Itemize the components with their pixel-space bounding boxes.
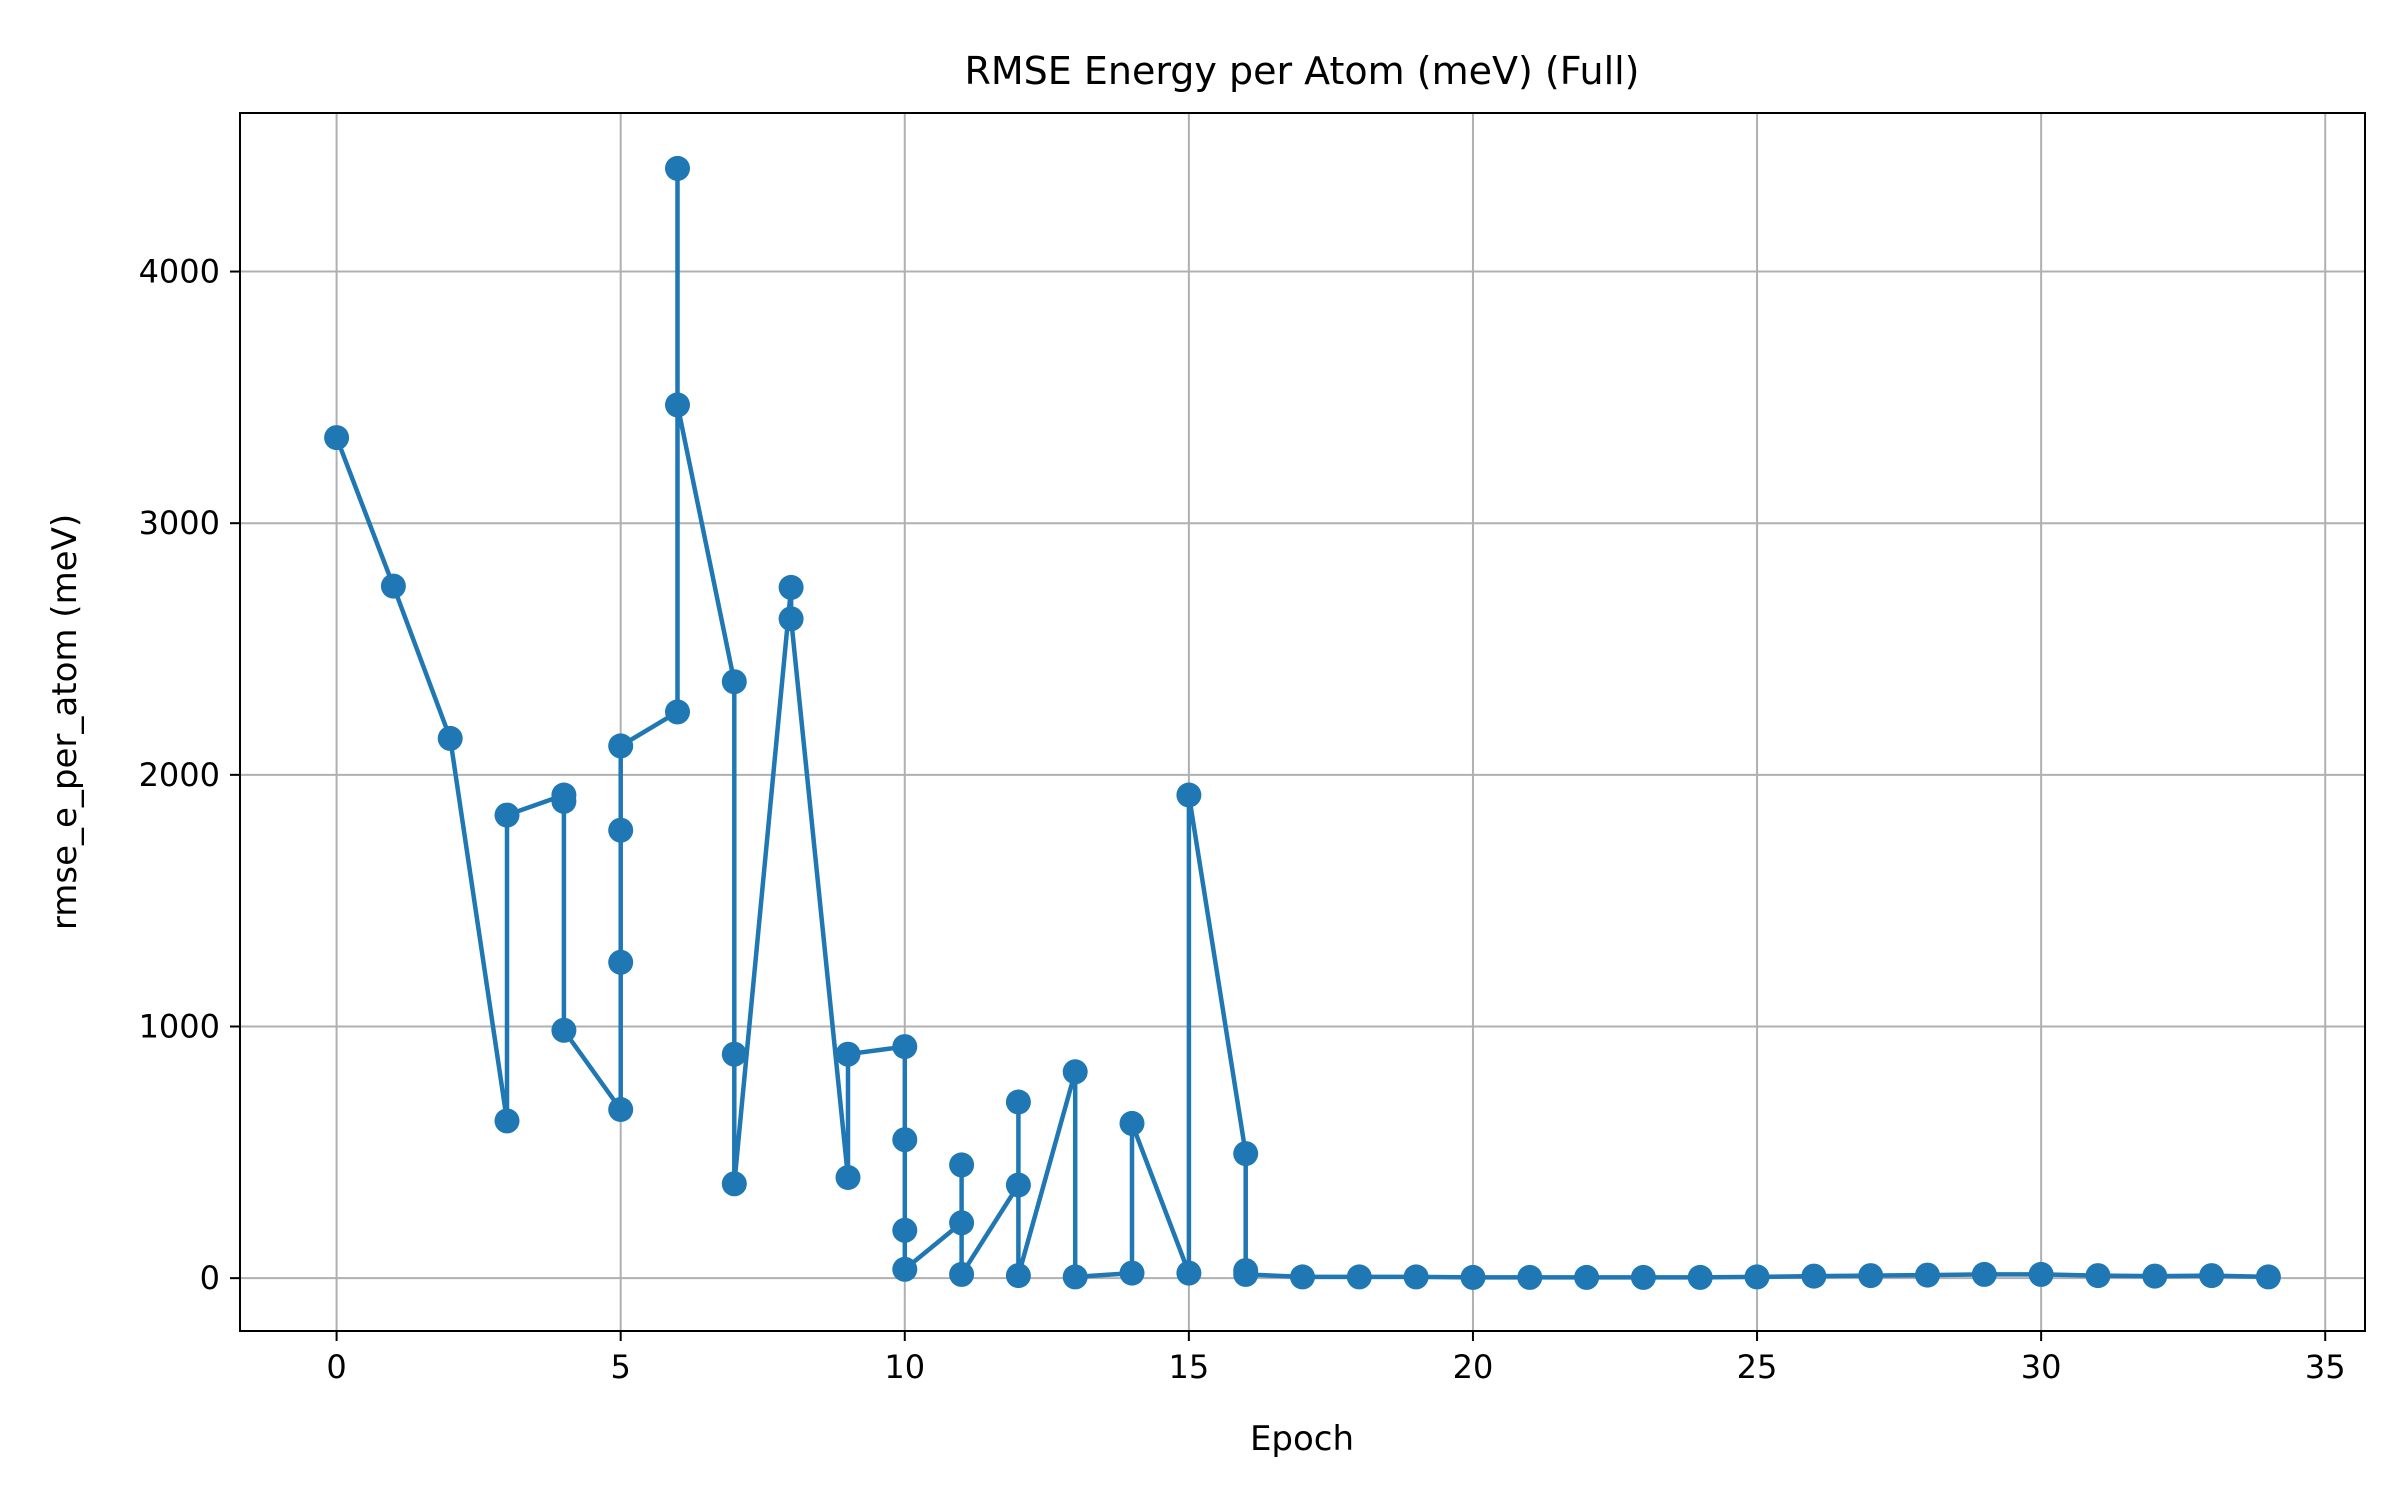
data-point bbox=[1460, 1264, 1486, 1290]
data-point bbox=[1005, 1089, 1031, 1115]
data-point bbox=[892, 1034, 918, 1060]
data-point bbox=[721, 1041, 747, 1067]
data-point bbox=[665, 392, 690, 418]
data-point bbox=[778, 574, 804, 600]
y-tick-label: 3000 bbox=[139, 504, 220, 542]
data-point bbox=[608, 817, 634, 843]
data-point bbox=[608, 733, 634, 759]
data-point bbox=[437, 725, 463, 751]
x-tick-label: 30 bbox=[2021, 1348, 2062, 1386]
data-point bbox=[1971, 1261, 1997, 1287]
data-point bbox=[665, 699, 690, 725]
x-tick-label: 10 bbox=[884, 1348, 925, 1386]
data-point bbox=[324, 425, 350, 451]
data-point bbox=[1176, 782, 1202, 808]
data-point bbox=[2255, 1264, 2281, 1290]
data-point bbox=[1062, 1059, 1088, 1085]
data-point bbox=[2142, 1263, 2168, 1289]
y-tick-label: 4000 bbox=[139, 253, 220, 291]
data-point bbox=[892, 1127, 918, 1153]
data-point bbox=[665, 155, 690, 181]
data-point bbox=[1176, 1260, 1202, 1286]
data-point bbox=[551, 1017, 577, 1043]
data-point bbox=[949, 1210, 975, 1236]
data-point bbox=[1915, 1262, 1940, 1288]
data-point bbox=[1062, 1264, 1088, 1290]
data-point bbox=[1233, 1261, 1259, 1287]
data-point bbox=[1801, 1263, 1827, 1289]
data-point bbox=[1744, 1264, 1770, 1290]
data-point bbox=[1346, 1264, 1372, 1290]
x-tick-label: 5 bbox=[611, 1348, 631, 1386]
data-point bbox=[1630, 1264, 1656, 1290]
data-point bbox=[494, 1108, 520, 1134]
data-point bbox=[721, 669, 747, 695]
x-tick-label: 35 bbox=[2305, 1348, 2346, 1386]
y-axis-ticks: 0 1000 2000 3000 4000 bbox=[139, 253, 240, 1297]
data-point bbox=[1005, 1263, 1031, 1289]
y-tick-label: 1000 bbox=[139, 1008, 220, 1046]
x-tick-label: 0 bbox=[326, 1348, 346, 1386]
y-tick-label: 2000 bbox=[139, 756, 220, 794]
data-point bbox=[608, 1097, 634, 1122]
plot-frame bbox=[239, 112, 2366, 1332]
data-point bbox=[1574, 1264, 1600, 1290]
data-point bbox=[1005, 1172, 1031, 1198]
data-point bbox=[835, 1041, 861, 1067]
data-point bbox=[1403, 1264, 1429, 1290]
data-point bbox=[892, 1256, 918, 1282]
data-point bbox=[380, 573, 406, 599]
data-point bbox=[551, 788, 577, 814]
x-tick-label: 25 bbox=[1737, 1348, 1778, 1386]
data-point bbox=[1233, 1141, 1259, 1167]
x-tick-label: 20 bbox=[1453, 1348, 1494, 1386]
data-point bbox=[1517, 1264, 1543, 1290]
data-point bbox=[1858, 1263, 1884, 1289]
data-point bbox=[2199, 1263, 2225, 1289]
y-axis-label: rmse_e_per_atom (meV) bbox=[45, 514, 85, 930]
data-point bbox=[2085, 1263, 2111, 1289]
data-point bbox=[1119, 1260, 1145, 1286]
data-point bbox=[835, 1165, 861, 1190]
data-point bbox=[778, 606, 804, 632]
data-point bbox=[1290, 1264, 1315, 1290]
grid bbox=[240, 113, 2365, 1331]
data-point bbox=[892, 1217, 918, 1243]
data-point bbox=[1119, 1110, 1145, 1136]
data-point bbox=[721, 1171, 747, 1197]
data-points bbox=[324, 155, 2281, 1290]
data-point bbox=[949, 1261, 975, 1287]
y-tick-label: 0 bbox=[200, 1259, 220, 1297]
x-axis-ticks: 0 5 10 15 20 25 30 35 bbox=[326, 1331, 2346, 1386]
data-point bbox=[2028, 1261, 2054, 1287]
x-tick-label: 15 bbox=[1169, 1348, 1210, 1386]
data-point bbox=[608, 949, 634, 975]
chart-title: RMSE Energy per Atom (meV) (Full) bbox=[964, 49, 1639, 93]
data-point bbox=[1687, 1264, 1713, 1290]
x-axis-label: Epoch bbox=[1250, 1419, 1354, 1459]
data-point bbox=[494, 802, 520, 828]
data-point bbox=[949, 1152, 975, 1178]
